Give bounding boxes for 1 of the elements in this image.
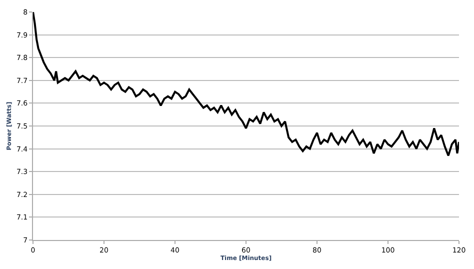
line-series [33, 12, 459, 157]
